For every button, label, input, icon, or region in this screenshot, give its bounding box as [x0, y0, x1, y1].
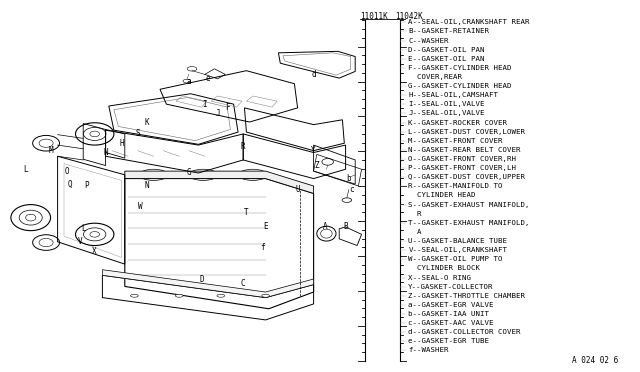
Text: c--GASKET-AAC VALVE: c--GASKET-AAC VALVE	[408, 320, 494, 326]
Text: Q--GASKET-DUST COVER,UPPER: Q--GASKET-DUST COVER,UPPER	[408, 174, 525, 180]
Text: F--GASKET-CYLINDER HEAD: F--GASKET-CYLINDER HEAD	[408, 65, 512, 71]
Text: V: V	[77, 237, 83, 246]
Text: S--GASKET-EXHAUST MANIFOLD,: S--GASKET-EXHAUST MANIFOLD,	[408, 202, 530, 208]
Text: d: d	[311, 70, 316, 79]
Text: B--GASKET-RETAINER: B--GASKET-RETAINER	[408, 28, 490, 35]
Text: S: S	[135, 129, 140, 138]
Text: R--GASKET-MANIFOLD TO: R--GASKET-MANIFOLD TO	[408, 183, 503, 189]
Text: G: G	[186, 169, 191, 177]
Text: J: J	[215, 109, 220, 118]
Text: B: B	[343, 222, 348, 231]
Text: d--GASKET-COLLECTOR COVER: d--GASKET-COLLECTOR COVER	[408, 329, 521, 335]
Text: Q: Q	[68, 180, 73, 189]
Text: L--GASKET-DUST COVER,LOWER: L--GASKET-DUST COVER,LOWER	[408, 129, 525, 135]
Text: I--SEAL-OIL,VALVE: I--SEAL-OIL,VALVE	[408, 101, 485, 108]
Text: E: E	[263, 222, 268, 231]
Text: c: c	[349, 185, 355, 194]
Bar	[0, 0, 362, 372]
Text: N: N	[103, 148, 108, 157]
Text: D--GASKET-OIL PAN: D--GASKET-OIL PAN	[408, 46, 485, 53]
Text: e--GASKET-EGR TUBE: e--GASKET-EGR TUBE	[408, 338, 490, 344]
Text: W: W	[138, 202, 143, 211]
Text: R: R	[241, 142, 246, 151]
Text: A: A	[323, 222, 328, 231]
Text: COVER,REAR: COVER,REAR	[408, 74, 462, 80]
Text: O: O	[65, 167, 70, 176]
Text: U--GASKET-BALANCE TUBE: U--GASKET-BALANCE TUBE	[408, 238, 508, 244]
Text: P: P	[84, 182, 89, 190]
Text: 11011K: 11011K	[360, 12, 387, 21]
Text: N: N	[145, 182, 150, 190]
Text: e: e	[205, 74, 211, 83]
Text: M--GASKET-FRONT COVER: M--GASKET-FRONT COVER	[408, 138, 503, 144]
Text: T: T	[244, 208, 249, 217]
Ellipse shape	[131, 294, 138, 297]
Text: X: X	[92, 247, 97, 256]
Text: X--SEAL-O RING: X--SEAL-O RING	[408, 275, 471, 280]
Text: H--SEAL-OIL,CAMSHAFT: H--SEAL-OIL,CAMSHAFT	[408, 92, 499, 98]
Text: G--GASKET-CYLINDER HEAD: G--GASKET-CYLINDER HEAD	[408, 83, 512, 89]
Text: CYLINDER BLOCK: CYLINDER BLOCK	[408, 265, 480, 272]
Text: L: L	[81, 224, 86, 233]
Text: U: U	[295, 185, 300, 194]
Text: Z: Z	[314, 161, 319, 170]
Text: b: b	[346, 174, 351, 183]
Text: V--SEAL-OIL,CRANKSHAFT: V--SEAL-OIL,CRANKSHAFT	[408, 247, 508, 253]
Text: O--GASKET-FRONT COVER,RH: O--GASKET-FRONT COVER,RH	[408, 156, 516, 162]
Text: I: I	[202, 100, 207, 109]
Text: A--SEAL-OIL,CRANKSHAFT REAR: A--SEAL-OIL,CRANKSHAFT REAR	[408, 19, 530, 25]
Text: D: D	[199, 275, 204, 284]
Text: H: H	[119, 139, 124, 148]
Text: Z--GASKET-THROTTLE CHAMBER: Z--GASKET-THROTTLE CHAMBER	[408, 293, 525, 299]
Text: L: L	[23, 165, 28, 174]
Text: W--GASKET-OIL PUMP TO: W--GASKET-OIL PUMP TO	[408, 256, 503, 262]
Text: C--WASHER: C--WASHER	[408, 38, 449, 44]
Text: CYLINDER HEAD: CYLINDER HEAD	[408, 192, 476, 199]
Text: a--GASKET-EGR VALVE: a--GASKET-EGR VALVE	[408, 302, 494, 308]
Text: 11042K: 11042K	[396, 12, 423, 21]
Text: A 024 02 6: A 024 02 6	[572, 356, 618, 365]
Ellipse shape	[217, 294, 225, 297]
Text: C: C	[241, 279, 246, 288]
Text: f--WASHER: f--WASHER	[408, 347, 449, 353]
Ellipse shape	[262, 294, 269, 297]
Text: P--GASKET-FRONT COVER,LH: P--GASKET-FRONT COVER,LH	[408, 165, 516, 171]
Text: K: K	[145, 118, 150, 127]
Text: b--GASKET-IAA UNIT: b--GASKET-IAA UNIT	[408, 311, 490, 317]
Text: Y: Y	[311, 146, 316, 155]
Text: M: M	[49, 146, 54, 155]
Text: J--SEAL-OIL,VALVE: J--SEAL-OIL,VALVE	[408, 110, 485, 116]
Text: R: R	[408, 211, 422, 217]
Text: Y--GASKET-COLLECTOR: Y--GASKET-COLLECTOR	[408, 283, 494, 290]
Text: f: f	[260, 243, 265, 252]
Text: A: A	[408, 229, 422, 235]
Text: N--GASKET-REAR BELT COVER: N--GASKET-REAR BELT COVER	[408, 147, 521, 153]
Text: E--GASKET-OIL PAN: E--GASKET-OIL PAN	[408, 56, 485, 62]
Text: F: F	[225, 103, 230, 112]
Text: K--GASKET-ROCKER COVER: K--GASKET-ROCKER COVER	[408, 119, 508, 126]
Polygon shape	[125, 171, 314, 193]
Text: a: a	[186, 77, 191, 86]
Text: T--GASKET-EXHAUST MANIFOLD,: T--GASKET-EXHAUST MANIFOLD,	[408, 220, 530, 226]
Ellipse shape	[175, 294, 183, 297]
Polygon shape	[102, 270, 314, 298]
